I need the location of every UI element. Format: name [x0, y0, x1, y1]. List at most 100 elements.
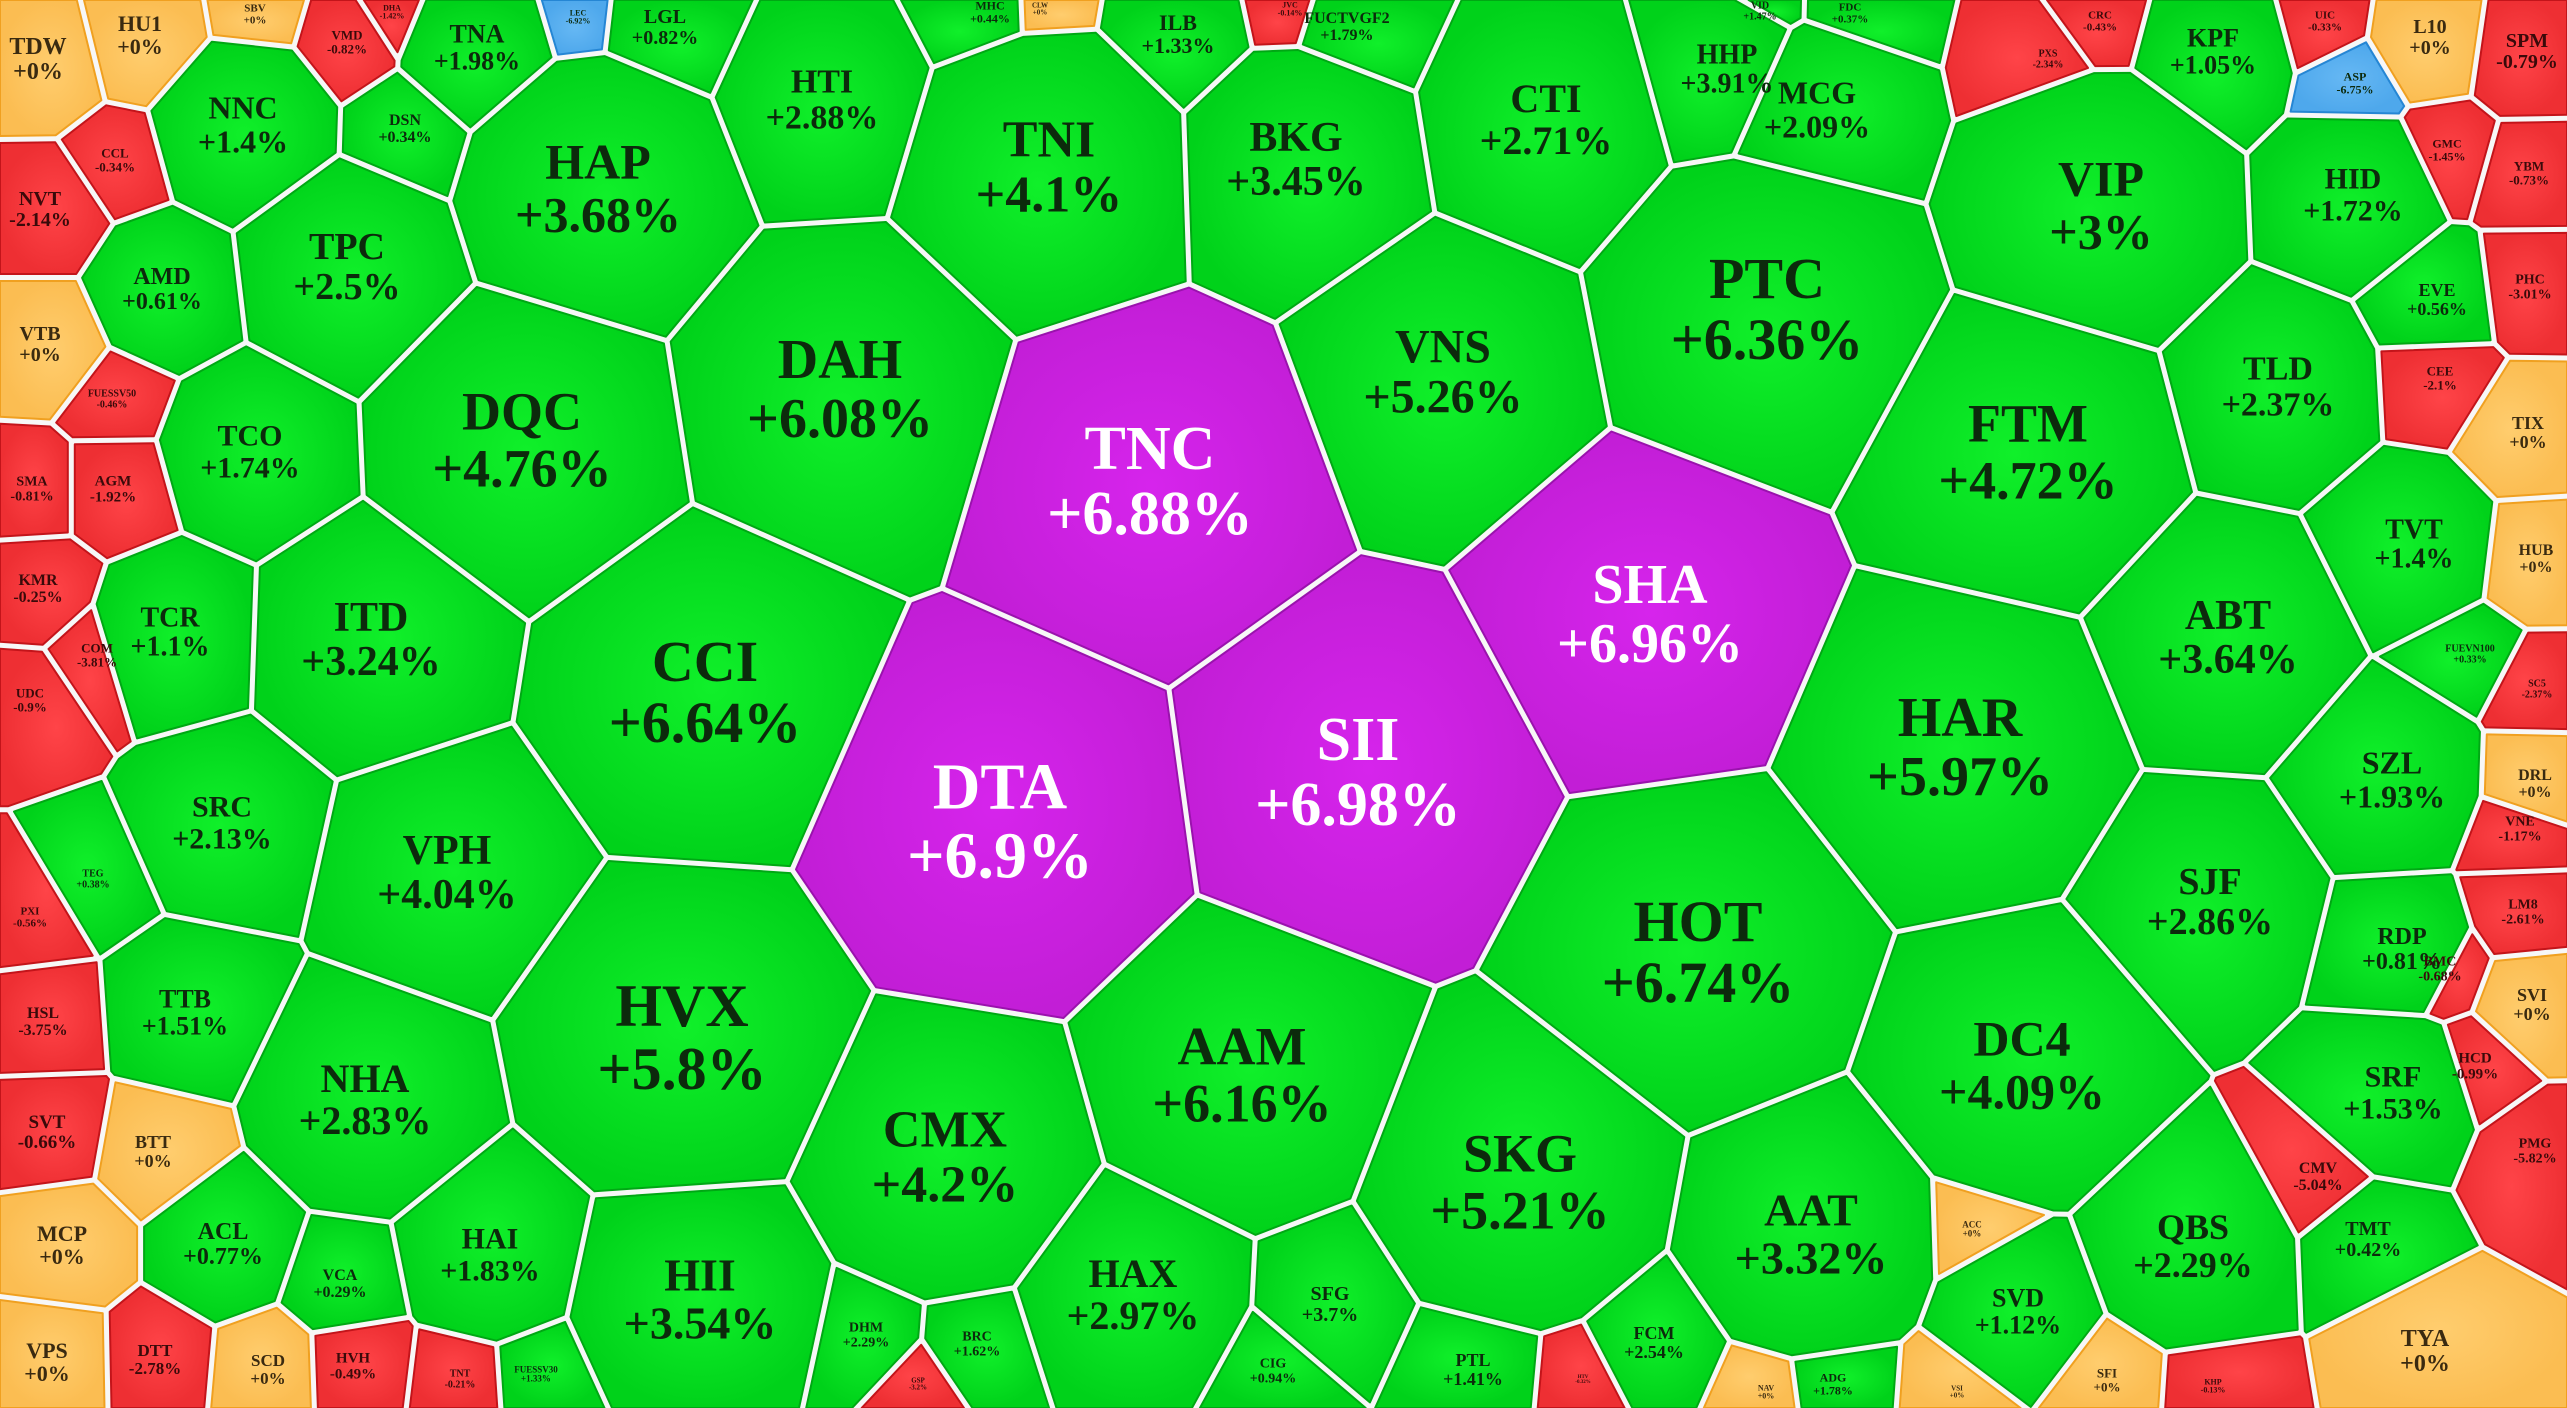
cell-crc[interactable] — [2046, 0, 2148, 68]
cell-svd[interactable] — [1921, 1216, 2104, 1408]
cell-spm[interactable] — [2473, 0, 2567, 117]
cell-vmd[interactable] — [296, 0, 396, 103]
cell-acc[interactable] — [1935, 1181, 2045, 1275]
cell-tld[interactable] — [2161, 264, 2381, 511]
cell-fuessv30[interactable] — [499, 1320, 606, 1408]
cell-hcd[interactable] — [2446, 1015, 2543, 1126]
cell-btt[interactable] — [97, 1081, 241, 1222]
cell-clw[interactable] — [1023, 0, 1100, 31]
cell-tvt[interactable] — [2303, 444, 2494, 654]
cell-mhc[interactable] — [900, 0, 1020, 65]
cell-udc[interactable] — [0, 647, 114, 808]
cell-ccl[interactable] — [60, 104, 170, 221]
cell-vph[interactable] — [303, 725, 604, 1017]
cell-sii[interactable] — [1171, 554, 1565, 984]
cell-dc4[interactable] — [1850, 902, 2211, 1212]
cell-phc[interactable] — [2482, 231, 2567, 356]
cell-cmx[interactable] — [789, 993, 1102, 1301]
cell-szl[interactable] — [2269, 659, 2481, 875]
cell-dta[interactable] — [795, 591, 1195, 1019]
cell-srf[interactable] — [2248, 1010, 2475, 1188]
cell-aat[interactable] — [1669, 1075, 1934, 1357]
cell-asp[interactable] — [2289, 41, 2406, 115]
cell-lgl[interactable] — [607, 0, 754, 94]
cell-agm[interactable] — [73, 442, 179, 560]
cell-nvt[interactable] — [0, 141, 111, 275]
cell-sjf[interactable] — [2065, 772, 2331, 1072]
cell-pxi[interactable] — [0, 812, 94, 969]
cell-hot[interactable] — [1479, 771, 1893, 1133]
cell-dah[interactable] — [669, 221, 1013, 598]
cell-amd[interactable] — [81, 204, 244, 376]
cell-bmc[interactable] — [2429, 933, 2490, 1020]
cell-drl[interactable] — [2483, 733, 2567, 823]
cell-tpc[interactable] — [235, 157, 473, 399]
cell-dtt[interactable] — [108, 1285, 213, 1408]
cell-tnc[interactable] — [945, 286, 1358, 686]
cell-tya[interactable] — [2308, 1249, 2567, 1408]
cell-ybm[interactable] — [2472, 120, 2567, 228]
cell-cmv[interactable] — [2213, 1065, 2369, 1234]
cell-gsp[interactable] — [860, 1343, 965, 1408]
cell-hsl[interactable] — [0, 961, 106, 1074]
cell-pxs[interactable] — [1944, 0, 2089, 117]
cell-sfi[interactable] — [2037, 1317, 2163, 1408]
cell-hu1[interactable] — [83, 0, 208, 108]
cell-tna[interactable] — [400, 0, 553, 129]
cell-qbs[interactable] — [2072, 1085, 2299, 1350]
cell-vne[interactable] — [2455, 799, 2567, 872]
cell-khp[interactable] — [2164, 1335, 2315, 1408]
cell-ptc[interactable] — [1583, 158, 1951, 509]
cell-har[interactable] — [1770, 568, 2140, 930]
cell-adg[interactable] — [1794, 1345, 1899, 1408]
cell-tdw[interactable] — [0, 0, 103, 137]
cell-svt[interactable] — [0, 1075, 110, 1191]
cell-hhp[interactable] — [1628, 0, 1788, 164]
cell-dhm[interactable] — [805, 1266, 922, 1408]
cell-nha[interactable] — [236, 956, 511, 1220]
cell-gmc[interactable] — [2403, 99, 2496, 221]
cell-vca[interactable] — [280, 1214, 407, 1331]
cell-tix[interactable] — [2452, 359, 2567, 498]
cell-tco[interactable] — [158, 345, 361, 563]
cell-svi[interactable] — [2475, 952, 2567, 1079]
cell-sc5[interactable] — [2480, 631, 2567, 731]
cell-mcg[interactable] — [1737, 22, 1952, 201]
cell-hub[interactable] — [2486, 498, 2567, 627]
cell-htv[interactable] — [1536, 1323, 1626, 1408]
cell-itd[interactable] — [254, 499, 527, 778]
cell-hai[interactable] — [393, 1127, 591, 1342]
cell-tmt[interactable] — [2300, 1179, 2479, 1334]
cell-dsn[interactable] — [341, 71, 468, 198]
cell-rdp[interactable] — [2304, 873, 2470, 1013]
cell-vid[interactable] — [1747, 0, 1802, 25]
cell-kpf[interactable] — [2134, 0, 2293, 151]
cell-vsi[interactable] — [1898, 1330, 2022, 1408]
cell-cig[interactable] — [1198, 1310, 1367, 1408]
cell-nav[interactable] — [1702, 1344, 1796, 1408]
cell-cci[interactable] — [515, 506, 907, 868]
cell-aam[interactable] — [1067, 897, 1433, 1236]
cell-nnc[interactable] — [150, 40, 339, 229]
cell-vns[interactable] — [1278, 215, 1608, 567]
cell-fuctvgf2[interactable] — [1301, 0, 1455, 89]
cell-tni[interactable] — [890, 31, 1187, 337]
cell-eve[interactable] — [2355, 224, 2492, 346]
cell-l10[interactable] — [2370, 0, 2483, 104]
cell-vtb[interactable] — [0, 280, 107, 421]
cell-lec[interactable] — [540, 0, 609, 56]
cell-hid[interactable] — [2249, 117, 2448, 298]
cell-bkg[interactable] — [1186, 49, 1433, 320]
cell-ptl[interactable] — [1374, 1306, 1539, 1408]
cell-src[interactable] — [106, 713, 334, 938]
cell-kmr[interactable] — [0, 538, 104, 646]
cell-hti[interactable] — [714, 0, 930, 224]
cell-cti[interactable] — [1418, 0, 1669, 269]
cell-ilb[interactable] — [1099, 0, 1250, 109]
cell-hii[interactable] — [569, 1184, 832, 1408]
cell-abt[interactable] — [2083, 495, 2368, 776]
cell-vip[interactable] — [1928, 71, 2249, 348]
cell-uic[interactable] — [2278, 0, 2371, 70]
cell-fuevn100[interactable] — [2378, 602, 2523, 718]
cell-skg[interactable] — [1355, 973, 1686, 1332]
